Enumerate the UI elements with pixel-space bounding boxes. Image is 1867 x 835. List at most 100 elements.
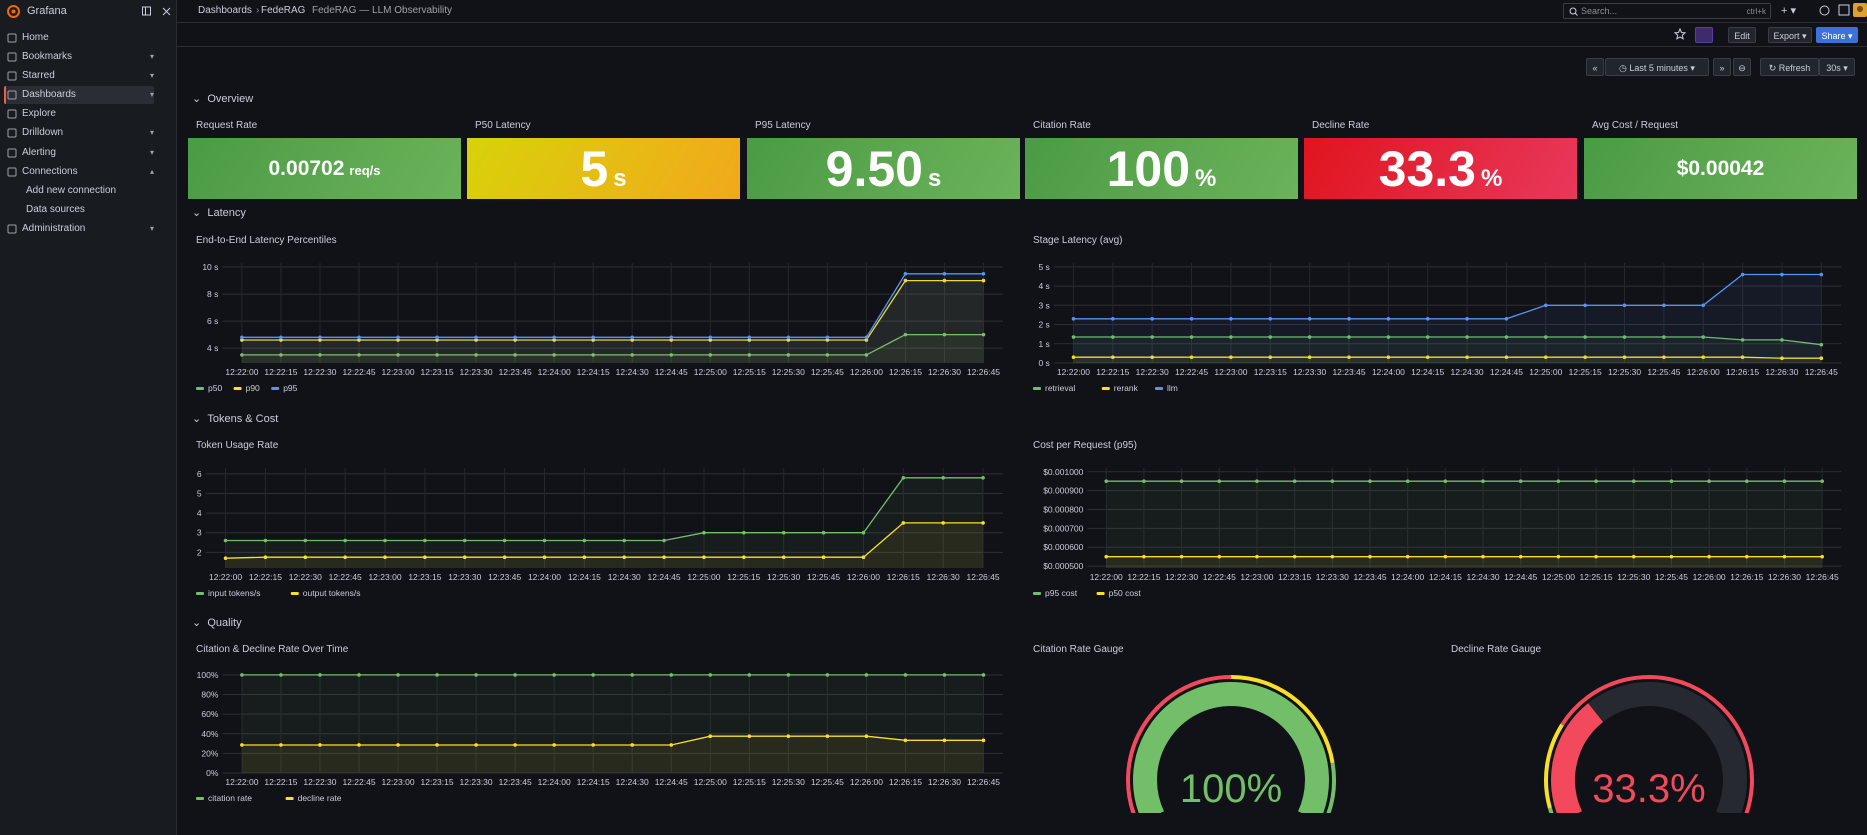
x-tick-label: 12:23:30 <box>460 777 493 787</box>
x-tick-label: 12:24:30 <box>1451 367 1484 377</box>
panel: Decline Rate Gauge33.3% <box>1443 638 1857 815</box>
series-point <box>1780 273 1784 277</box>
x-tick-label: 12:25:30 <box>772 367 805 377</box>
series-point <box>1557 555 1561 559</box>
time-forward[interactable]: » <box>1713 58 1731 76</box>
panel-title: Citation Rate <box>1033 120 1091 131</box>
series-point <box>552 673 556 677</box>
series-point <box>1104 479 1108 483</box>
series-point <box>357 743 361 747</box>
stat-value: 100 <box>1107 141 1190 197</box>
nav-item[interactable]: Alerting▾ <box>6 144 154 162</box>
export-button[interactable]: Export ▾ <box>1768 27 1812 43</box>
legend-label: p90 <box>246 383 260 393</box>
user-avatar[interactable] <box>1853 3 1867 17</box>
x-tick-label: 12:22:00 <box>1057 367 1090 377</box>
series-point <box>463 539 467 543</box>
nav-item[interactable]: Dashboards▾ <box>4 86 154 104</box>
x-tick-label: 12:23:45 <box>1353 572 1386 582</box>
series-point <box>423 555 427 559</box>
x-tick-label: 12:25:00 <box>1542 572 1575 582</box>
series-point <box>224 556 228 560</box>
series-point <box>1255 555 1259 559</box>
series-point <box>1670 555 1674 559</box>
x-tick-label: 12:26:15 <box>887 572 920 582</box>
series-point <box>904 739 908 743</box>
series-point <box>1662 304 1666 308</box>
series-point <box>503 555 507 559</box>
x-tick-label: 12:22:45 <box>342 367 375 377</box>
series-area <box>1106 557 1822 568</box>
series-point <box>396 336 400 340</box>
nav-item[interactable]: Starred▾ <box>6 67 154 85</box>
nav-item[interactable]: Data sources <box>6 201 154 219</box>
series-point <box>318 336 322 340</box>
x-tick-label: 12:23:30 <box>1316 572 1349 582</box>
time-range-picker[interactable]: ◷ Last 5 minutes ▾ <box>1605 58 1709 76</box>
search-box[interactable]: Search... ctrl+k <box>1563 3 1771 19</box>
series-point <box>782 531 786 535</box>
x-tick-label: 12:26:45 <box>1805 367 1838 377</box>
x-tick-label: 12:22:30 <box>1165 572 1198 582</box>
series-point <box>1820 273 1824 277</box>
series-point <box>902 521 906 525</box>
nav-item[interactable]: Home <box>6 29 154 47</box>
legend-swatch <box>196 592 204 595</box>
series-point <box>904 272 908 276</box>
edit-button[interactable]: Edit <box>1728 27 1756 43</box>
legend-swatch <box>1097 592 1105 595</box>
breadcrumb[interactable]: Dashboards <box>198 5 252 16</box>
series-point <box>904 673 908 677</box>
share-button[interactable]: Share ▾ <box>1816 27 1858 43</box>
help-icon[interactable] <box>1819 5 1830 16</box>
row-header[interactable]: ⌄ Tokens & Cost <box>192 412 278 425</box>
nav-item[interactable]: Add new connection <box>6 182 154 200</box>
series-point <box>865 673 869 677</box>
x-tick-label: 12:25:00 <box>1529 367 1562 377</box>
star-icon[interactable] <box>1674 28 1686 40</box>
nav-item[interactable]: Drilldown▾ <box>6 124 154 142</box>
sidebar-controls[interactable] <box>142 6 174 17</box>
series-point <box>1594 479 1598 483</box>
x-tick-label: 12:24:15 <box>577 777 610 787</box>
x-tick-label: 12:22:15 <box>264 367 297 377</box>
nav-item[interactable]: Explore <box>6 105 154 123</box>
series-point <box>1519 479 1523 483</box>
zoom-out[interactable]: ⊖ <box>1733 58 1751 76</box>
brand[interactable]: Grafana <box>27 5 67 17</box>
insights-button[interactable] <box>1695 27 1713 43</box>
refresh-button[interactable]: ↻ Refresh <box>1760 58 1819 76</box>
panel: Citation & Decline Rate Over Time0%20%40… <box>188 638 1019 815</box>
nav-item[interactable]: Bookmarks▾ <box>6 48 154 66</box>
series-point <box>318 743 322 747</box>
row-header[interactable]: ⌄ Quality <box>192 616 242 629</box>
news-icon[interactable] <box>1838 4 1850 16</box>
y-tick-label: 3 s <box>1038 300 1049 310</box>
add-menu[interactable]: + ▾ <box>1781 4 1796 17</box>
time-back[interactable]: « <box>1586 58 1604 76</box>
nav-label: Connections <box>22 163 78 181</box>
breadcrumb[interactable]: FedeRAG <box>261 5 305 16</box>
series-point <box>1783 555 1787 559</box>
x-tick-label: 12:24:45 <box>648 572 681 582</box>
y-tick-label: 4 <box>197 508 202 518</box>
x-tick-label: 12:26:30 <box>927 572 960 582</box>
nav-label: Alerting <box>22 144 56 162</box>
row-header[interactable]: ⌄ Overview <box>192 92 253 105</box>
refresh-interval[interactable]: 30s ▾ <box>1819 58 1855 76</box>
legend-swatch <box>271 387 279 390</box>
x-tick-label: 12:22:30 <box>289 572 322 582</box>
nav-item[interactable]: Connections▴ <box>6 163 154 181</box>
series-point <box>435 673 439 677</box>
legend-label: p95 <box>283 383 297 393</box>
x-tick-label: 12:23:00 <box>381 367 414 377</box>
series-point <box>1111 317 1115 321</box>
legend-swatch <box>291 592 299 595</box>
stat-unit: req/s <box>349 163 380 178</box>
series-point <box>1707 555 1711 559</box>
row-header[interactable]: ⌄ Latency <box>192 206 246 219</box>
nav-item[interactable]: Administration▾ <box>6 220 154 238</box>
nav-icon <box>7 224 17 234</box>
series-line <box>242 274 984 338</box>
stat-unit: s <box>928 165 941 192</box>
